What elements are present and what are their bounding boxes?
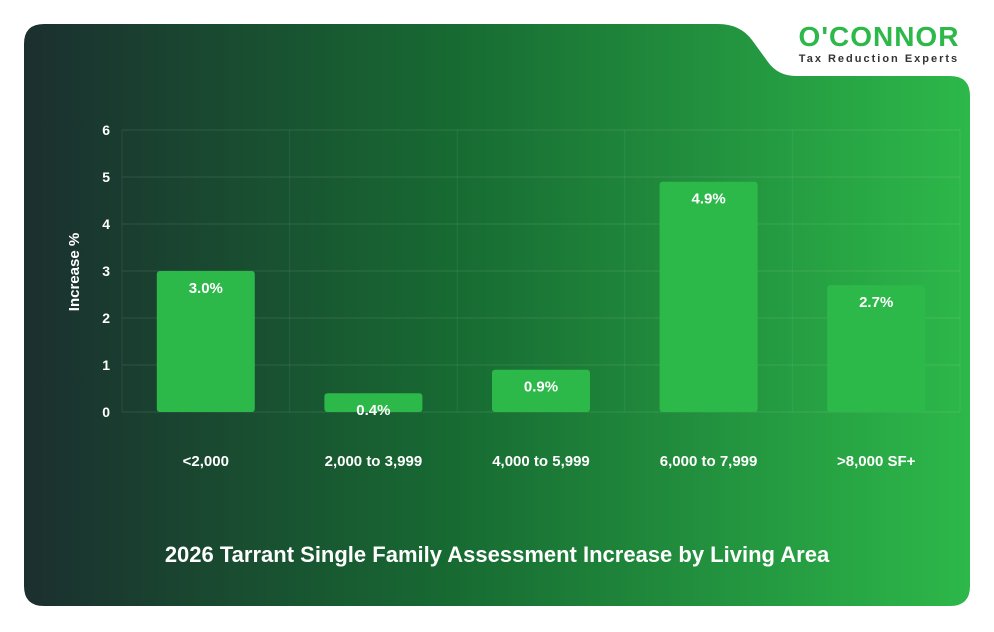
logo-tagline: Tax Reduction Experts xyxy=(798,53,960,65)
y-axis-ticks: 0 1 2 3 4 5 6 xyxy=(102,122,110,420)
brand-logo: O'CONNOR Tax Reduction Experts xyxy=(784,21,974,66)
y-tick-label: 3 xyxy=(102,263,110,279)
y-tick-label: 6 xyxy=(102,122,110,138)
y-tick-label: 4 xyxy=(102,216,110,232)
data-label: 2.7% xyxy=(859,294,893,311)
x-tick-label: >8,000 SF+ xyxy=(837,453,916,470)
data-labels: 3.0% 0.4% 0.9% 4.9% 2.7% xyxy=(189,191,894,420)
y-axis-label: Increase % xyxy=(66,233,83,311)
data-label: 4.9% xyxy=(691,191,725,208)
card-shape xyxy=(24,24,970,606)
bar xyxy=(827,285,926,412)
data-label: 0.4% xyxy=(356,402,390,419)
bar xyxy=(659,181,758,412)
bar xyxy=(492,369,590,412)
x-tick-label: 2,000 to 3,999 xyxy=(325,453,423,470)
x-tick-label: <2,000 xyxy=(183,453,229,470)
y-tick-label: 5 xyxy=(102,169,110,185)
bar xyxy=(156,271,255,412)
y-tick-label: 1 xyxy=(102,357,110,373)
x-axis-ticks: <2,000 2,000 to 3,999 4,000 to 5,999 6,000 … xyxy=(183,453,916,470)
logo-name: O'CONNOR xyxy=(798,21,960,52)
y-tick-label: 0 xyxy=(102,404,110,420)
data-label: 3.0% xyxy=(189,280,223,297)
gridlines xyxy=(121,129,961,413)
y-tick-label: 2 xyxy=(102,310,110,326)
bar xyxy=(324,393,423,412)
bars xyxy=(156,181,926,412)
x-tick-label: 4,000 to 5,999 xyxy=(492,453,590,470)
x-tick-label: 6,000 to 7,999 xyxy=(660,453,758,470)
data-label: 0.9% xyxy=(524,379,558,396)
chart-title: 2026 Tarrant Single Family Assessment In… xyxy=(164,542,830,567)
